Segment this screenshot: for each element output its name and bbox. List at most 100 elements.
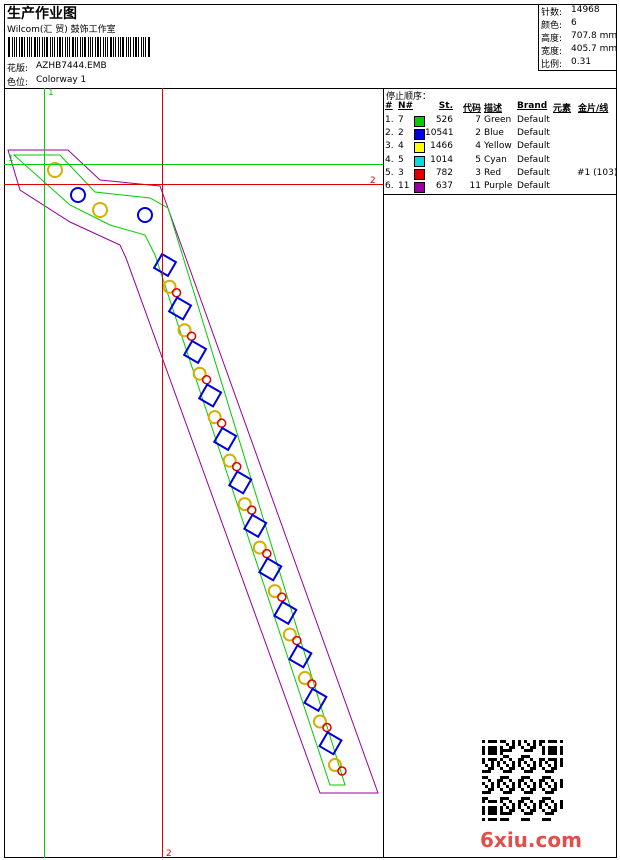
qr-cell [485,776,488,779]
row-index: 3. [385,141,394,152]
qr-cell [482,758,485,761]
code: 4 [475,141,481,152]
bar-line [80,37,81,57]
bar-line [59,37,61,57]
bar-line [84,37,86,57]
qr-cell [542,740,545,743]
qr-cell [500,818,503,821]
qr-cell [551,809,554,812]
qr-cell [548,812,551,815]
qr-cell [539,758,542,761]
qr-cell [518,740,521,743]
qr-cell [527,776,530,779]
bar-line [97,37,99,57]
qr-cell [482,770,485,773]
stat-value: 14968 [571,5,600,15]
qr-cell [497,779,500,782]
company: Wilcom(汇 贸) 鼓饰工作室 [7,25,116,35]
qr-cell [497,782,500,785]
bar-line [135,37,137,57]
qr-cell [482,776,485,779]
qr-cell [503,803,506,806]
qr-cell [551,770,554,773]
qr-cell [512,809,515,812]
motif-swirl [186,331,197,341]
motif-block [303,687,328,713]
qr-cell [491,782,494,785]
bar-line [14,37,15,57]
qr-cell [503,782,506,785]
qr-cell [530,812,533,815]
qr-cell [512,782,515,785]
qr-cell [545,803,548,806]
motif-swirl [237,497,252,512]
bar-line [133,37,134,57]
qr-cell [512,743,515,746]
qr-cell [530,809,533,812]
qr-cell [488,806,491,809]
qr-cell [506,818,509,821]
brand: Default [517,115,550,125]
bar-line [16,37,17,57]
bar-line [95,37,96,57]
qr-cell [506,770,509,773]
color-swatch [414,142,425,154]
qr-cell [497,764,500,767]
needle: 7 [398,115,404,125]
motif-swirl [171,287,182,298]
qr-cell [533,806,536,809]
guide-label: 2 [370,176,376,186]
qr-cell [518,761,521,764]
qr-cell [488,752,491,755]
qr-cell [494,749,497,752]
qr-cell [518,758,521,761]
color-swatch [414,182,425,193]
qr-cell [506,764,509,767]
qr-cell [503,749,506,752]
qr-cell [539,806,542,809]
code: 5 [475,154,481,165]
stat-value: 6 [571,18,577,28]
qr-cell [533,740,536,743]
qr-cell [494,752,497,755]
qr-cell [488,800,491,803]
qr-cell [548,746,551,749]
qr-cell [524,776,527,779]
qr-cell [494,812,497,815]
qr-cell [521,776,524,779]
qr-cell [503,791,506,794]
motif-swirl [267,584,282,599]
motif-swirl [222,453,237,468]
qr-cell [560,746,563,749]
qr-cell [494,809,497,812]
motif-swirl [207,410,222,425]
qr-cell [509,749,512,752]
qr-cell [518,782,521,785]
qr-cell [509,770,512,773]
bar-line [110,37,112,57]
qr-cell [500,749,503,752]
qr-cell [488,767,491,770]
qr-cell [521,818,524,821]
qr-cell [551,812,554,815]
qr-cell [548,806,551,809]
brand: Default [517,154,550,165]
row-index: 6. [385,181,394,191]
color-swatch [414,155,425,167]
qr-cell [500,767,503,770]
motif-block [258,557,283,582]
stitches: 1014 [430,154,453,165]
qr-cell [482,812,485,815]
stitches: 10541 [425,128,454,139]
motif-swirl [312,714,327,729]
qr-cell [482,791,485,794]
qr-cell [494,746,497,749]
qr-cell [554,761,557,764]
qr-cell [545,812,548,815]
description: Blue [484,128,504,139]
qr-cell [512,764,515,767]
qr-cell [482,818,485,821]
bar-line [90,37,91,57]
